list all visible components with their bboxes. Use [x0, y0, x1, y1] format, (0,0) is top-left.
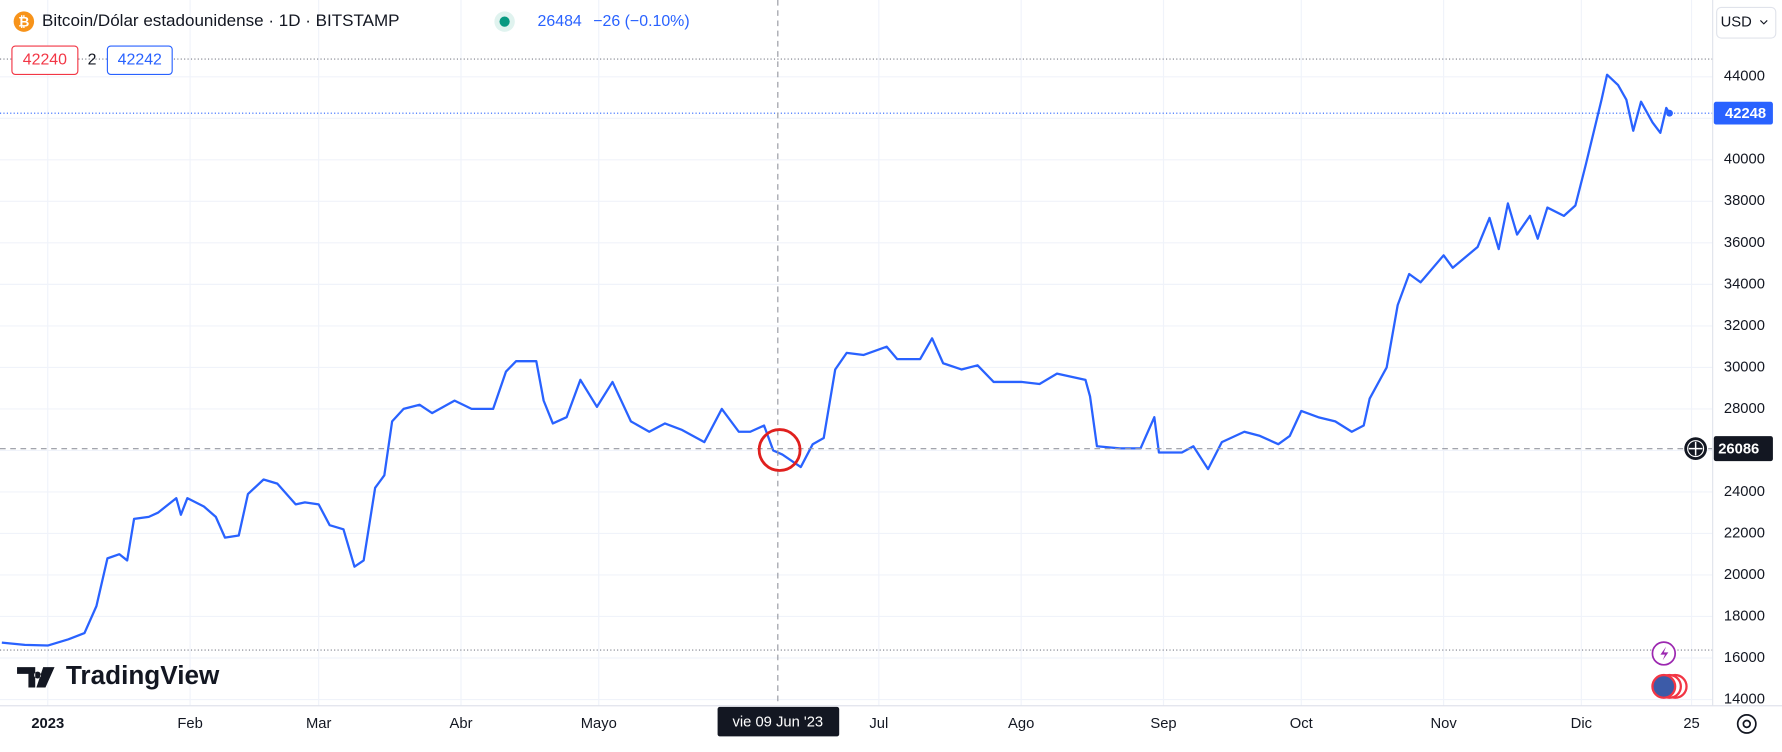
y-tick-label: 34000	[1724, 276, 1765, 292]
currency-button[interactable]	[1716, 6, 1777, 39]
btc-icon	[13, 11, 35, 32]
y-tick-label: 14000	[1724, 691, 1765, 707]
last-price: 26484	[538, 13, 582, 30]
x-tick-label: Nov	[1430, 716, 1457, 732]
currency[interactable]: USD	[1721, 15, 1752, 31]
x-tick-label: Abr	[450, 716, 473, 732]
crosshair-price-label: 26086	[1718, 442, 1759, 458]
y-tick-label: 38000	[1724, 193, 1765, 209]
sell-price[interactable]: 42240	[23, 51, 67, 68]
y-tick-label: 30000	[1724, 359, 1765, 375]
price-axis	[1712, 0, 1782, 752]
x-tick-label: Feb	[177, 716, 202, 732]
time-axis	[0, 705, 1782, 752]
status-dot	[499, 16, 510, 27]
price-change: −26 (−0.10%)	[593, 13, 689, 30]
x-tick-label: 2023	[31, 716, 64, 732]
price-line	[1, 73, 1671, 647]
x-tick-label: Dic	[1571, 716, 1592, 732]
x-tick-label: Mar	[306, 716, 332, 732]
dropdown-arrow	[1760, 20, 1768, 25]
settings-icon[interactable]	[1736, 713, 1757, 734]
add-button-ring	[1687, 440, 1705, 458]
y-tick-label: 36000	[1724, 235, 1765, 251]
x-tick-label: 25	[1683, 716, 1699, 732]
x-tick-label: Sep	[1150, 716, 1176, 732]
add-button-plus	[1688, 441, 1703, 456]
x-tick-label: Ago	[1008, 716, 1034, 732]
y-tick-label: 44000	[1724, 69, 1765, 85]
y-tick-label: 40000	[1724, 152, 1765, 168]
y-tick-label: 28000	[1724, 401, 1765, 417]
y-tick-label: 20000	[1724, 567, 1765, 583]
grid	[0, 0, 1713, 706]
crosshair-price-box	[1713, 436, 1773, 462]
crosshair-date-box	[717, 706, 840, 737]
btc-symbol: ₿	[18, 14, 29, 29]
y-tick-label: 16000	[1724, 650, 1765, 666]
x-tick-label: Oct	[1290, 716, 1313, 732]
axes: 1400016000180002000022000240002600028000…	[31, 69, 1773, 737]
y-tick-label: 32000	[1724, 318, 1765, 334]
y-tick-label: 22000	[1724, 525, 1765, 541]
x-tick-label: Mayo	[581, 716, 617, 732]
symbol-title: Bitcoin/Dólar estadounidense · 1D · BITS…	[42, 11, 400, 30]
logo: TradingView	[66, 660, 220, 690]
logo-mark	[17, 667, 55, 688]
y-tick-label: 24000	[1724, 484, 1765, 500]
event-bolt	[1660, 646, 1669, 661]
highlight-circle	[757, 428, 802, 472]
buy-price[interactable]: 42242	[118, 51, 162, 68]
plot	[0, 0, 1713, 706]
last-price-box	[1713, 101, 1773, 125]
sell-button[interactable]	[11, 45, 79, 76]
settings-icon-center	[1742, 719, 1752, 729]
crosshair-date-label: vie 09 Jun '23	[732, 715, 823, 731]
buy-button[interactable]	[106, 45, 173, 76]
y-tick-label: 18000	[1724, 608, 1765, 624]
last-point	[1666, 109, 1673, 117]
last-price-label: 42248	[1725, 106, 1766, 122]
order-qty: 2	[88, 51, 97, 68]
event-icon[interactable]	[1651, 673, 1677, 699]
x-tick-label: Jul	[869, 716, 888, 732]
